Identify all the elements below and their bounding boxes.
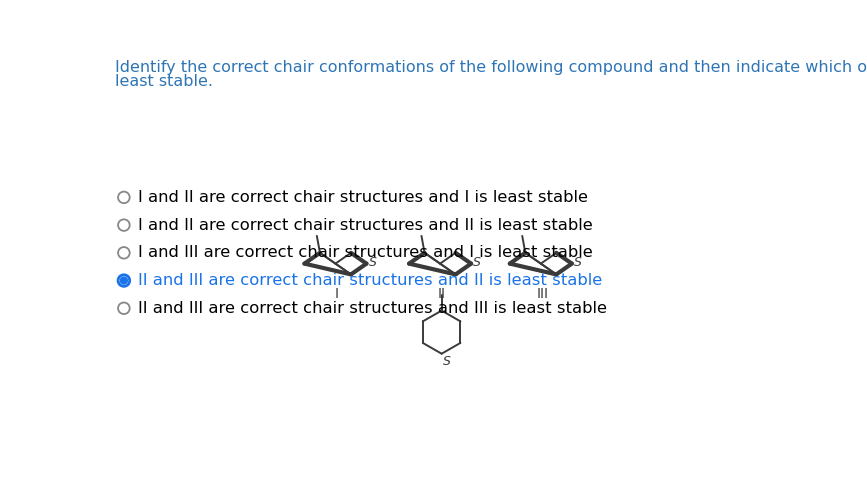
Text: S: S [574,256,582,270]
Text: II and III are correct chair structures and II is least stable: II and III are correct chair structures … [138,273,602,288]
Text: S: S [473,256,481,270]
Text: S: S [368,256,376,270]
Text: I: I [335,287,339,301]
Text: III: III [537,287,548,301]
Circle shape [121,277,127,284]
Text: Identify the correct chair conformations of the following compound and then indi: Identify the correct chair conformations… [114,60,867,75]
Text: II and III are correct chair structures and III is least stable: II and III are correct chair structures … [138,301,607,316]
Text: I and II are correct chair structures and II is least stable: I and II are correct chair structures an… [138,218,592,233]
Text: II: II [438,287,446,301]
Text: least stable.: least stable. [114,74,212,89]
Text: S: S [443,355,451,368]
Text: I and II are correct chair structures and I is least stable: I and II are correct chair structures an… [138,190,588,205]
Text: I and III are correct chair structures and I is least stable: I and III are correct chair structures a… [138,245,592,260]
